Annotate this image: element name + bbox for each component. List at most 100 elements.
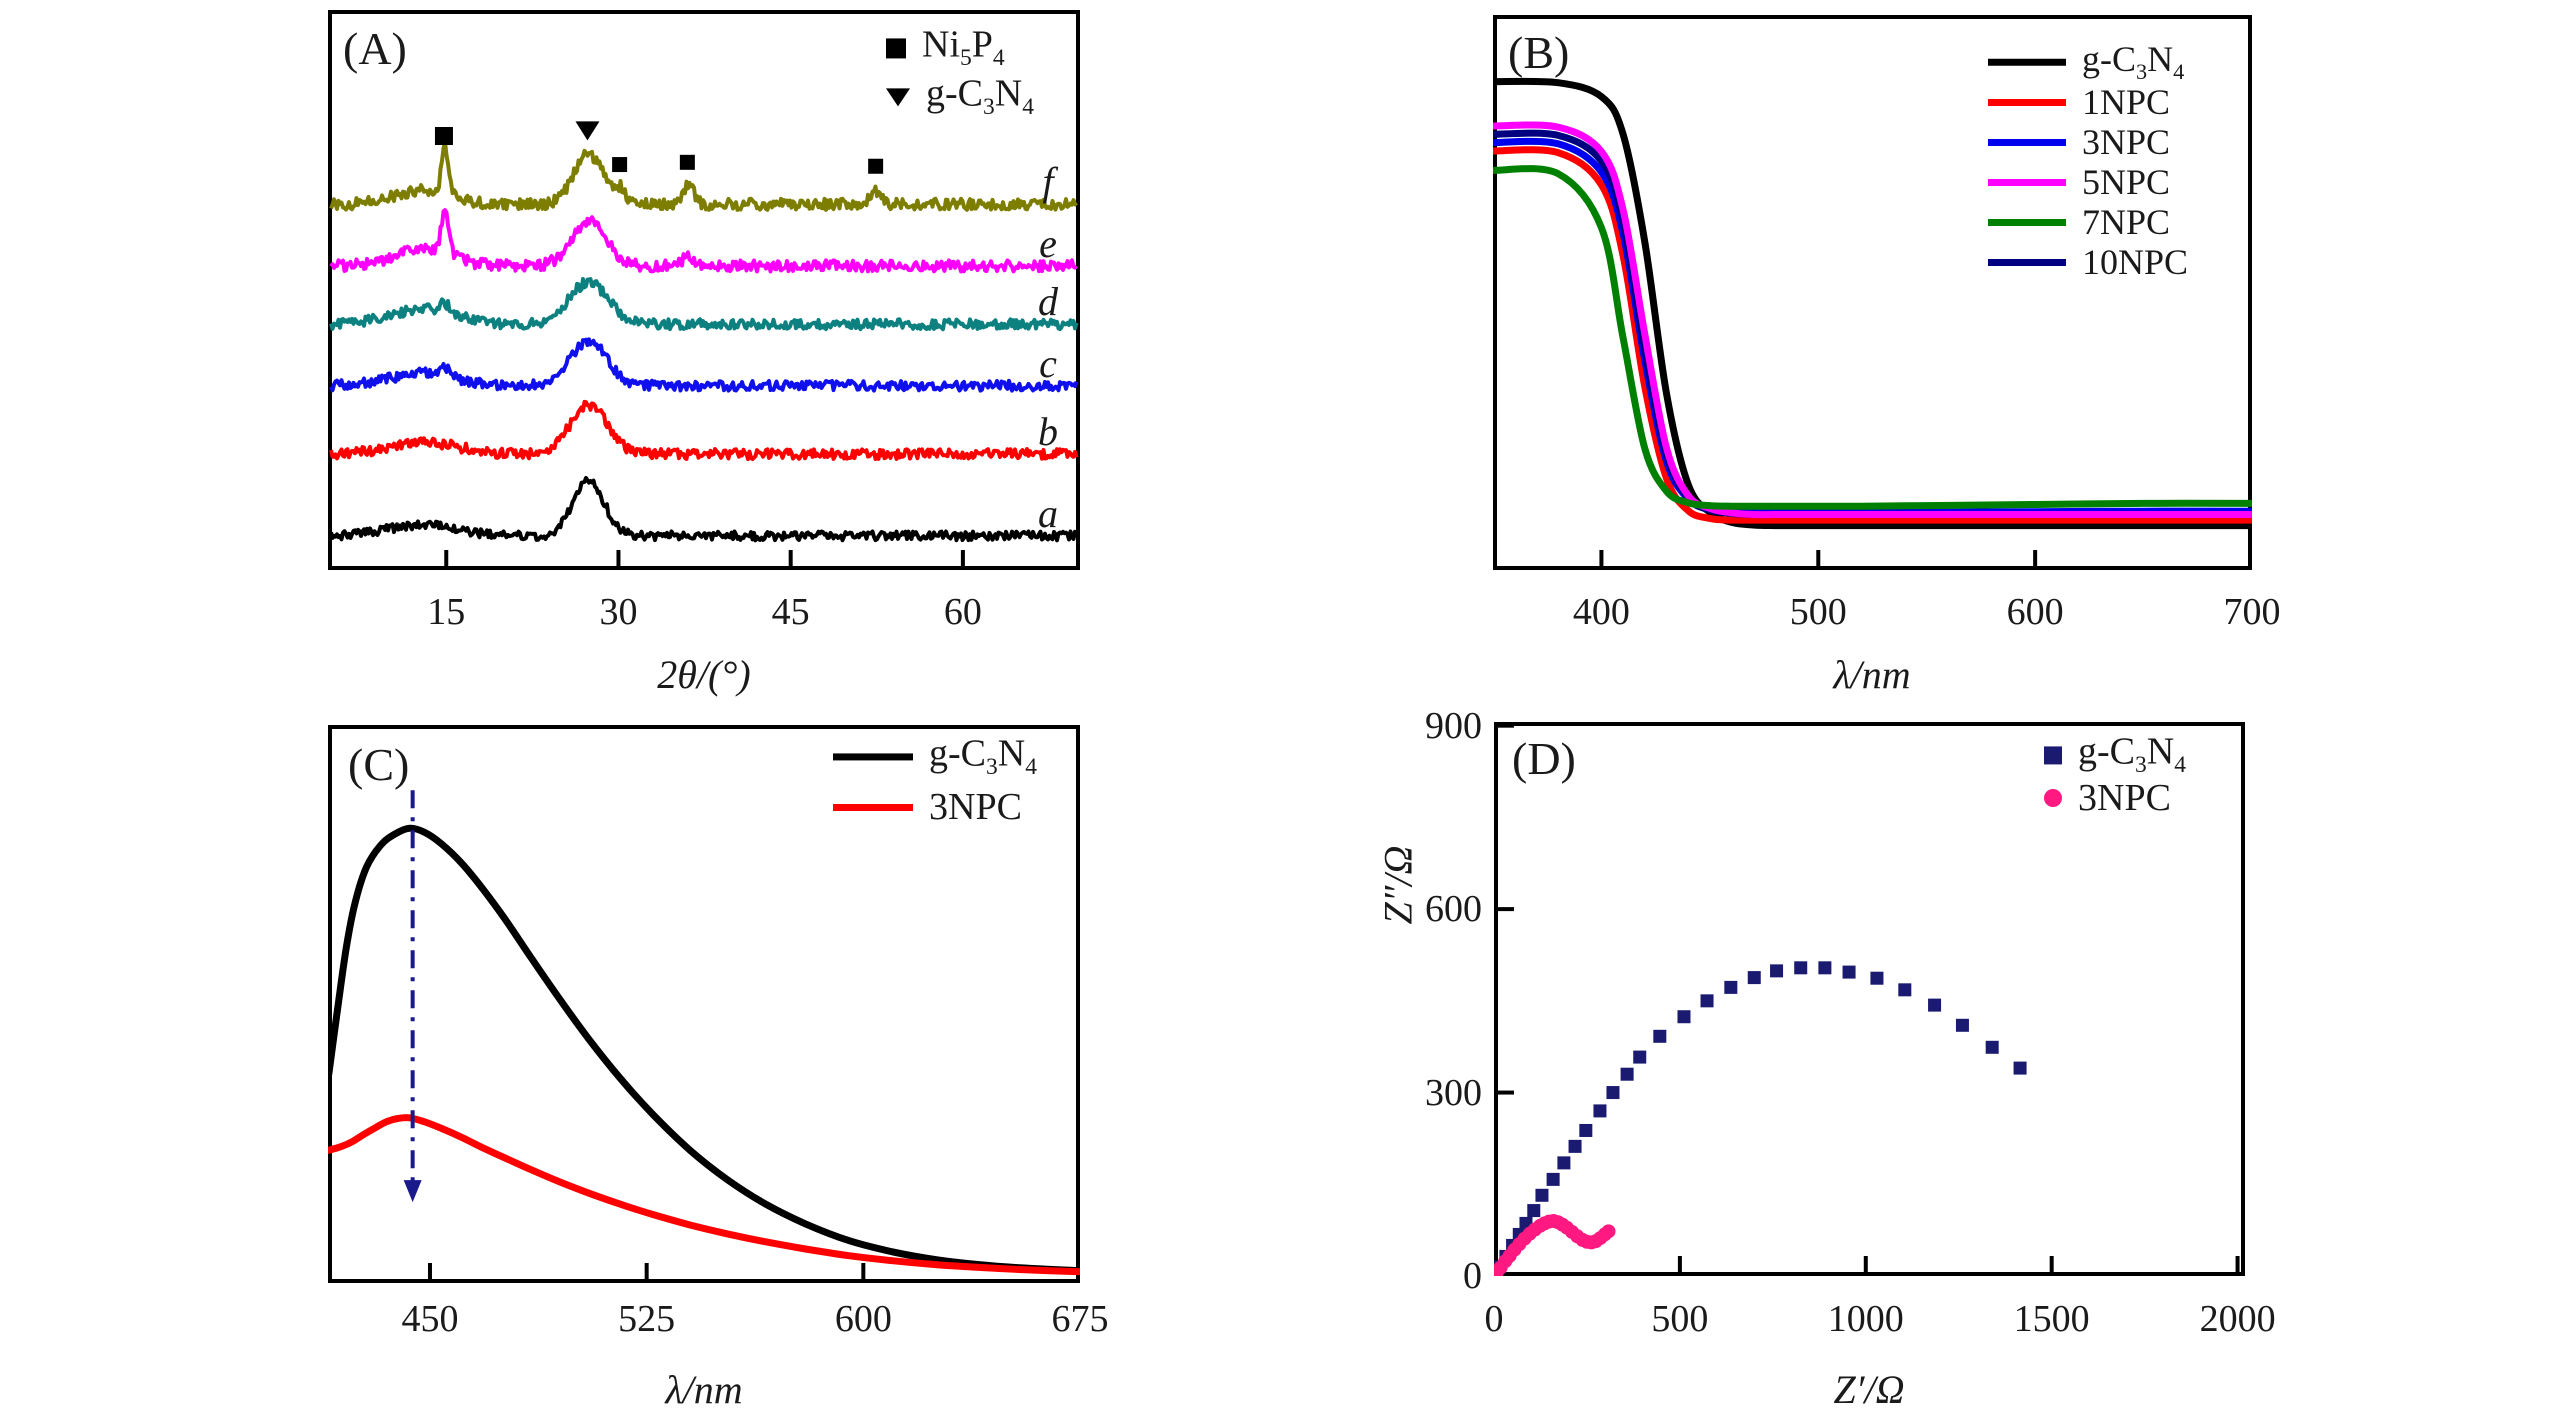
panel-d-legend-item: g-C3N4 xyxy=(2044,732,2186,777)
panel-a-plot-frame xyxy=(328,10,1080,570)
ni5p4-peak-marker xyxy=(434,127,453,145)
panel-b-x-tick-label: 600 xyxy=(2006,591,2064,633)
line-swatch-icon xyxy=(1988,258,2066,266)
panel-b-legend-item: 7NPC xyxy=(1988,204,2170,240)
panel-d-plot-frame xyxy=(1494,722,2245,1276)
panel-d-plot xyxy=(1494,722,2245,1276)
panel-b-letter: (B) xyxy=(1508,27,1570,78)
panel-d-yaxis-title: Z″/Ω xyxy=(1375,845,1421,925)
nyquist-point-gc3n4 xyxy=(1568,1139,1582,1153)
nyquist-point-gc3n4 xyxy=(1653,1029,1667,1043)
panel-d-x-tick-label: 1000 xyxy=(1827,1298,1904,1340)
panel-c-legend-item: 3NPC xyxy=(833,788,1022,826)
xrd-curve-label-e: e xyxy=(1039,220,1057,266)
nyquist-point-gc3n4 xyxy=(1606,1086,1620,1100)
xrd-curve-label-c: c xyxy=(1039,340,1057,386)
legend-label: 3NPC xyxy=(2082,122,2171,162)
panel-b-legend-item: g-C3N4 xyxy=(1988,41,2184,84)
gc3n4-peak-marker xyxy=(575,121,600,141)
square-marker-icon xyxy=(886,38,906,58)
legend-label: 3NPC xyxy=(929,786,1022,828)
legend-label: 7NPC xyxy=(2082,202,2171,242)
nyquist-point-gc3n4 xyxy=(1700,994,1714,1008)
nyquist-point-gc3n4 xyxy=(1527,1204,1541,1218)
nyquist-point-3npc xyxy=(1601,1224,1616,1239)
panel-c-x-tick-label: 675 xyxy=(1051,1298,1109,1340)
xrd-curve-f xyxy=(329,139,1078,212)
xrd-curve-c xyxy=(329,337,1079,393)
nyquist-point-gc3n4 xyxy=(1546,1172,1560,1186)
xrd-curve-label-a: a xyxy=(1038,490,1058,536)
panel-b-plot-frame xyxy=(1493,15,2252,570)
panel-b-xaxis-title: λ/nm xyxy=(1833,652,1911,697)
square-marker-icon xyxy=(2044,746,2062,764)
nyquist-point-gc3n4 xyxy=(1593,1104,1607,1118)
uvvis-curve-g-C₃N₄ xyxy=(1493,77,2252,530)
pl-curve-g-C₃N₄ xyxy=(328,824,1080,1275)
legend-label: 1NPC xyxy=(2082,82,2171,122)
panel-d-y-tick-label: 600 xyxy=(1425,888,1482,931)
nyquist-point-gc3n4 xyxy=(1535,1188,1549,1202)
panel-b-plot xyxy=(1493,15,2252,570)
panel-d-y-tick-label: 300 xyxy=(1425,1071,1482,1114)
panel-d-xaxis-title: Z′/Ω xyxy=(1833,1367,1905,1412)
nyquist-point-gc3n4 xyxy=(1724,980,1738,994)
line-swatch-icon xyxy=(1988,218,2066,226)
panel-a-x-tick-label: 45 xyxy=(771,591,810,633)
legend-label: 3NPC xyxy=(2078,777,2171,819)
nyquist-point-gc3n4 xyxy=(2013,1061,2027,1075)
panel-b-x-tick-label: 500 xyxy=(1789,591,1847,633)
panel-d-x-tick-label: 1500 xyxy=(2013,1298,2090,1340)
panel-b-legend-item: 5NPC xyxy=(1988,164,2170,200)
nyquist-point-gc3n4 xyxy=(1955,1018,1969,1032)
xrd-curve-a xyxy=(329,476,1079,543)
nyquist-point-gc3n4 xyxy=(1633,1050,1647,1064)
xrd-curve-e xyxy=(329,208,1078,274)
panel-c-plot-frame xyxy=(328,725,1080,1283)
xrd-curve-label-d: d xyxy=(1038,279,1058,325)
nyquist-point-gc3n4 xyxy=(1747,971,1761,985)
line-swatch-icon xyxy=(1988,138,2066,146)
panel-d-x-tick-label: 0 xyxy=(1484,1298,1504,1340)
legend-label: 10NPC xyxy=(2082,242,2189,282)
nyquist-point-gc3n4 xyxy=(1898,983,1912,997)
legend-label: g-C3N4 xyxy=(929,732,1038,781)
panel-c-x-tick-label: 450 xyxy=(401,1298,459,1340)
panel-d-x-tick-label: 2000 xyxy=(2199,1298,2276,1340)
uvvis-curve-7NPC xyxy=(1493,165,2252,510)
legend-label: g-C3N4 xyxy=(2082,38,2185,84)
panel-b-x-tick-label: 400 xyxy=(1572,591,1630,633)
nyquist-point-gc3n4 xyxy=(1818,961,1832,975)
pl-curve-3NPC xyxy=(328,1114,1080,1276)
nyquist-point-gc3n4 xyxy=(1770,964,1784,978)
nyquist-point-gc3n4 xyxy=(1794,961,1808,975)
panel-c-legend-item: g-C3N4 xyxy=(833,734,1037,779)
panel-d-y-tick-label: 0 xyxy=(1463,1255,1482,1297)
panel-a-plot xyxy=(328,10,1080,570)
panel-d-legend-item: 3NPC xyxy=(2044,779,2171,817)
nyquist-point-gc3n4 xyxy=(1985,1040,1999,1054)
panel-c-plot xyxy=(328,725,1080,1283)
panel-a-legend-item: g-C3N4 xyxy=(886,74,1034,119)
panel-c-x-tick-label: 600 xyxy=(834,1298,892,1340)
panel-c-xaxis-title: λ/nm xyxy=(665,1367,743,1412)
nyquist-point-gc3n4 xyxy=(1620,1067,1634,1081)
nyquist-point-gc3n4 xyxy=(1842,965,1856,979)
panel-a-x-tick-label: 60 xyxy=(943,591,982,633)
panel-a-x-tick-label: 30 xyxy=(599,591,638,633)
uvvis-curve-1NPC xyxy=(1493,146,2252,524)
uvvis-curve-5NPC xyxy=(1493,121,2252,519)
nyquist-point-gc3n4 xyxy=(1579,1123,1593,1137)
line-swatch-icon xyxy=(1988,58,2066,66)
nyquist-point-gc3n4 xyxy=(1928,998,1942,1012)
panel-d-letter: (D) xyxy=(1512,733,1576,784)
panel-c-x-tick-label: 525 xyxy=(618,1298,676,1340)
panel-b-legend-item: 10NPC xyxy=(1988,244,2188,280)
ni5p4-peak-marker xyxy=(679,154,695,170)
panel-d-y-tick-label: 900 xyxy=(1425,704,1482,747)
panel-a-x-tick-label: 15 xyxy=(427,591,466,633)
line-swatch-icon xyxy=(833,803,913,811)
panel-b-x-tick-label: 700 xyxy=(2223,591,2281,633)
legend-label: 5NPC xyxy=(2082,162,2171,202)
